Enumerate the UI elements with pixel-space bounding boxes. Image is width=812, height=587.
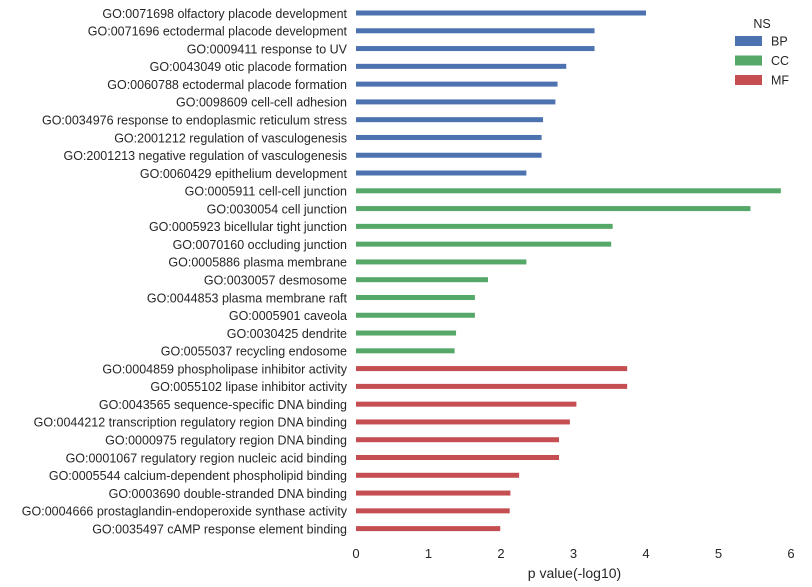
x-tick-label: 1 <box>425 546 432 561</box>
category-label: GO:0098609 cell-cell adhesion <box>176 96 347 110</box>
bar-cc-12 <box>356 223 613 229</box>
category-label: GO:0044212 transcription regulatory regi… <box>34 416 347 430</box>
legend-swatch-cc <box>735 55 762 66</box>
category-label: GO:0030054 cell junction <box>207 202 347 216</box>
category-label: GO:0071696 ectodermal placode developmen… <box>88 25 348 39</box>
legend: NS BP CC MF <box>735 17 789 88</box>
category-label: GO:0005901 caveola <box>229 309 347 323</box>
bar-cc-16 <box>356 294 475 300</box>
bar-cc-18 <box>356 330 457 336</box>
category-label: GO:0000975 regulatory region DNA binding <box>105 434 347 448</box>
bar-mf-29 <box>356 526 501 532</box>
x-tick-labels-group: 0 1 2 3 4 5 6 <box>352 546 794 561</box>
x-tick-label: 3 <box>570 546 577 561</box>
bar-bp-6 <box>356 117 544 123</box>
bar-cc-15 <box>356 277 488 283</box>
bar-mf-22 <box>356 401 577 407</box>
category-label: GO:0060429 epithelium development <box>140 167 348 181</box>
x-axis-title: p value(-log10) <box>528 565 621 581</box>
bar-mf-26 <box>356 472 520 478</box>
bar-cc-19 <box>356 348 455 354</box>
x-tick-label: 6 <box>787 546 794 561</box>
legend-swatch-bp <box>735 36 762 46</box>
category-label: GO:0043565 sequence-specific DNA binding <box>99 398 347 412</box>
bar-bp-4 <box>356 81 558 87</box>
bar-bp-7 <box>356 134 542 140</box>
category-label: GO:0003690 double-stranded DNA binding <box>109 487 347 501</box>
category-label: GO:0043049 otic placode formation <box>150 60 347 74</box>
category-label: GO:0009411 response to UV <box>187 42 348 56</box>
bar-mf-28 <box>356 508 510 514</box>
x-tick-label: 2 <box>497 546 504 561</box>
category-label: GO:0005911 cell-cell junction <box>185 185 347 199</box>
category-labels-group: GO:0071698 olfactory placode development… <box>22 7 348 537</box>
category-label: GO:0034976 response to endoplasmic retic… <box>42 113 347 127</box>
bar-mf-25 <box>356 455 559 460</box>
legend-label-cc: CC <box>771 54 789 68</box>
bar-bp-3 <box>356 63 567 69</box>
category-label: GO:0004666 prostaglandin-endoperoxide sy… <box>22 505 348 519</box>
bar-bp-2 <box>356 46 595 52</box>
bar-bp-5 <box>356 99 556 105</box>
bar-cc-13 <box>356 241 612 247</box>
bar-mf-20 <box>356 366 628 372</box>
category-label: GO:0005886 plasma membrane <box>168 256 347 270</box>
category-label: GO:2001213 negative regulation of vascul… <box>63 149 347 163</box>
bar-bp-0 <box>356 10 646 16</box>
x-tick-label: 5 <box>715 546 722 561</box>
bar-bp-9 <box>356 170 527 176</box>
category-label: GO:2001212 regulation of vasculogenesis <box>114 131 347 145</box>
category-label: GO:0071698 olfactory placode development <box>102 7 347 21</box>
category-label: GO:0060788 ectodermal placode formation <box>107 78 347 92</box>
bar-cc-10 <box>356 188 781 194</box>
bar-cc-11 <box>356 206 751 212</box>
x-tick-label: 4 <box>642 546 649 561</box>
bar-mf-21 <box>356 383 628 389</box>
bar-cc-14 <box>356 259 527 265</box>
category-label: GO:0044853 plasma membrane raft <box>147 291 348 305</box>
bars-group <box>356 10 781 532</box>
legend-label-mf: MF <box>771 74 789 88</box>
bar-cc-17 <box>356 312 475 318</box>
category-label: GO:0055037 recycling endosome <box>161 345 347 359</box>
bar-mf-27 <box>356 490 511 496</box>
category-label: GO:0035497 cAMP response element binding <box>92 522 347 536</box>
legend-label-bp: BP <box>771 35 788 49</box>
category-label: GO:0001067 regulatory region nucleic aci… <box>66 451 347 465</box>
category-label: GO:0030057 desmosome <box>204 273 347 287</box>
x-tick-label: 0 <box>352 546 359 561</box>
category-label: GO:0030425 dendrite <box>227 327 347 341</box>
category-label: GO:0004859 phospholipase inhibitor activ… <box>102 362 347 376</box>
category-label: GO:0055102 lipase inhibitor activity <box>150 380 347 394</box>
bar-mf-24 <box>356 437 559 443</box>
category-label: GO:0005923 bicellular tight junction <box>149 220 347 234</box>
legend-swatch-mf <box>735 75 762 85</box>
legend-title: NS <box>753 17 770 31</box>
bar-bp-8 <box>356 152 542 158</box>
category-label: GO:0070160 occluding junction <box>173 238 347 252</box>
category-label: GO:0005544 calcium-dependent phospholipi… <box>49 469 347 483</box>
bar-mf-23 <box>356 419 570 425</box>
bar-bp-1 <box>356 28 595 34</box>
